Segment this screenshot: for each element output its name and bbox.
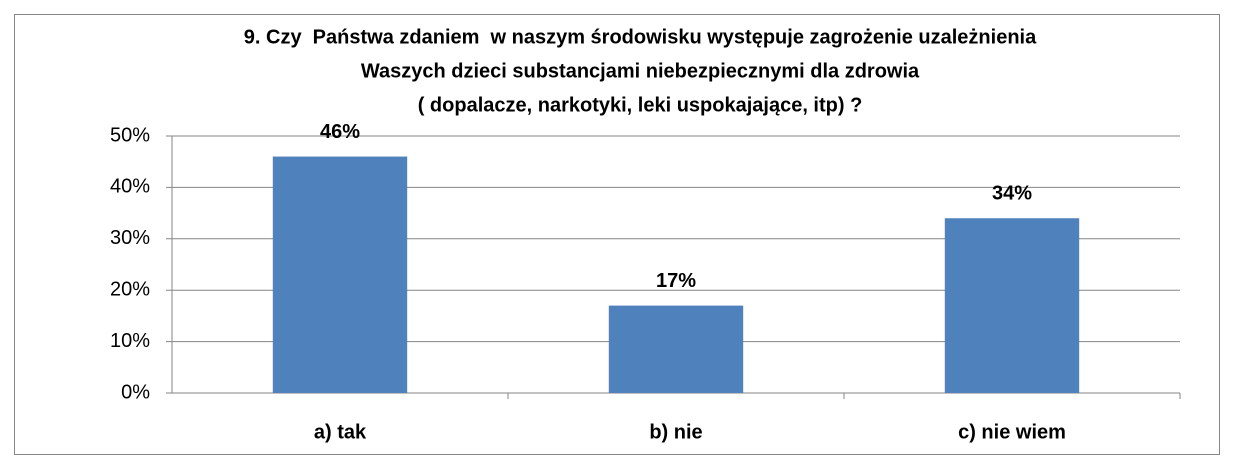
x-tick-label: a) tak <box>314 421 367 443</box>
chart-title: ( dopalacze, narkotyki, leki uspokajając… <box>418 94 863 116</box>
data-label: 34% <box>992 183 1032 205</box>
bar <box>608 305 744 393</box>
y-tick-label: 0% <box>121 381 150 403</box>
y-tick-label: 10% <box>110 330 150 352</box>
data-label: 46% <box>320 121 360 143</box>
y-tick-label: 20% <box>110 278 150 300</box>
bar <box>272 156 408 393</box>
y-tick-label: 30% <box>110 227 150 249</box>
chart-title: Waszych dzieci substancjami niebezpieczn… <box>361 60 920 82</box>
data-label: 17% <box>656 270 696 292</box>
y-tick-label: 50% <box>110 124 150 146</box>
x-tick-label: c) nie wiem <box>958 421 1066 443</box>
x-tick-label: b) nie <box>649 421 702 443</box>
chart-title: 9. Czy Państwa zdaniem w naszym środowis… <box>244 26 1037 48</box>
bar <box>944 218 1080 393</box>
y-tick-label: 40% <box>110 176 150 198</box>
